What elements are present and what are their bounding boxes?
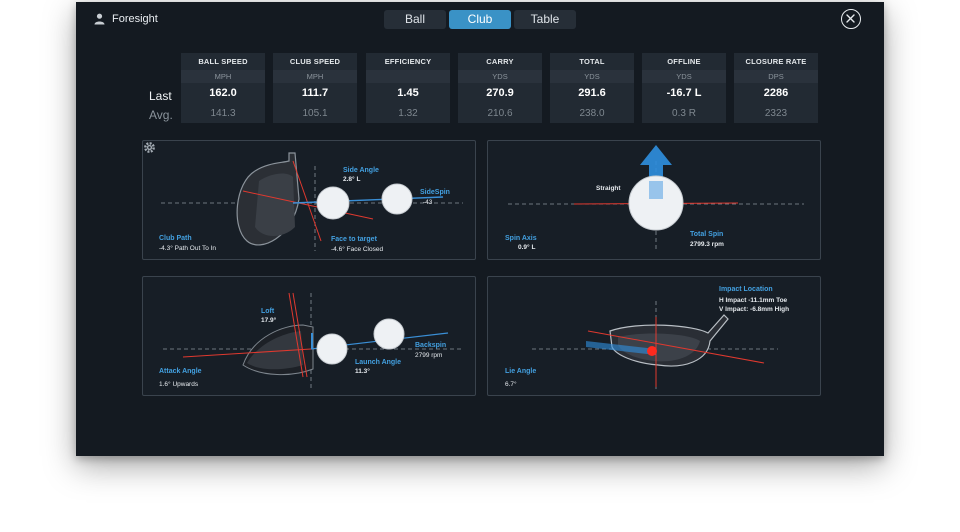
metric-unit: YDS	[550, 70, 634, 83]
club-path-value: -4.3° Path Out To In	[159, 245, 217, 252]
attack-angle-value: 1.6° Upwards	[159, 381, 199, 388]
metric-unit: YDS	[458, 70, 542, 83]
brand: Foresight	[94, 13, 158, 25]
total-spin-value: 2799.3 rpm	[690, 241, 724, 248]
row-label-avg: Avg.	[149, 108, 173, 122]
v-impact-value: V Impact: -6.8mm High	[719, 306, 790, 313]
metric-avg-value: 105.1	[302, 108, 328, 119]
attack-angle-label: Attack Angle	[159, 368, 202, 375]
metric-name: BALL SPEED	[198, 57, 248, 66]
app-window: Foresight Ball Club Table Last Avg. BALL…	[76, 2, 884, 456]
metric-last-value: -16.7 L	[666, 87, 702, 99]
backspin-value: 2799 rpm	[415, 352, 443, 359]
metric-efficiency: EFFICIENCY 1.45 1.32	[366, 53, 450, 123]
metric-name: EFFICIENCY	[384, 57, 432, 66]
launch-angle-label: Launch Angle	[355, 359, 402, 366]
tab-club[interactable]: Club	[449, 10, 511, 29]
spin-direction-arrow	[640, 145, 672, 199]
metric-name: TOTAL	[579, 57, 605, 66]
ball-icon	[316, 333, 348, 365]
sidespin-label: SideSpin	[420, 189, 450, 196]
loft-label: Loft	[261, 308, 275, 315]
metric-last-value: 270.9	[486, 87, 514, 99]
metric-last-value: 111.7	[301, 87, 329, 99]
metric-avg-value: 1.32	[398, 108, 418, 119]
metric-name: CLOSURE RATE	[745, 57, 807, 66]
tab-table[interactable]: Table	[514, 10, 576, 29]
view-tabs: Ball Club Table	[384, 10, 576, 29]
user-icon	[94, 13, 105, 25]
impact-graphic	[532, 301, 778, 389]
metric-closure-rate: CLOSURE RATE DPS 2286 2323	[734, 53, 818, 123]
metric-last-value: 291.6	[578, 87, 606, 99]
lie-angle-value: 6.7°	[505, 381, 517, 388]
metric-carry: CARRY YDS 270.9 210.6	[458, 53, 542, 123]
impact-dot	[647, 346, 657, 356]
launch-angle-value: 11.3°	[355, 368, 370, 375]
metric-name: CLUB SPEED	[289, 57, 341, 66]
panel-club-path: Side Angle 2.8° L SideSpin -43 Club Path…	[142, 140, 476, 260]
launch-graphic	[163, 292, 461, 389]
club-path-label: Club Path	[159, 235, 192, 242]
backspin-label: Backspin	[415, 342, 447, 349]
metric-ball-speed: BALL SPEED MPH 162.0 141.3	[181, 53, 265, 123]
metric-name: OFFLINE	[667, 57, 701, 66]
side-angle-value: 2.8° L	[343, 176, 361, 183]
impact-location-label: Impact Location	[719, 286, 773, 293]
brand-name: Foresight	[112, 13, 158, 25]
close-button[interactable]	[841, 9, 861, 29]
metric-avg-value: 0.3 R	[672, 108, 696, 119]
metric-avg-value: 141.3	[210, 108, 236, 119]
loft-value: 17.9°	[261, 317, 277, 324]
metric-avg-value: 210.6	[487, 108, 513, 119]
panel-spin: Straight Spin Axis 0.9° L Total Spin 279…	[487, 140, 821, 260]
metric-last-value: 1.45	[397, 87, 419, 99]
face-to-target-label: Face to target	[331, 236, 377, 243]
side-angle-label: Side Angle	[343, 167, 379, 174]
metric-avg-value: 238.0	[579, 108, 605, 119]
ball-icon	[381, 183, 413, 215]
panel-launch: Loft 17.9° Backspin 2799 rpm Launch Angl…	[142, 276, 476, 396]
metric-unit: DPS	[734, 70, 818, 83]
metric-unit: YDS	[642, 70, 726, 83]
metric-name: CARRY	[486, 57, 514, 66]
metric-total: TOTAL YDS 291.6 238.0	[550, 53, 634, 123]
h-impact-value: H Impact -11.1mm Toe	[719, 297, 788, 304]
panel-impact-location: Impact Location H Impact -11.1mm Toe V I…	[487, 276, 821, 396]
ball-icon	[628, 175, 684, 231]
total-spin-label: Total Spin	[690, 231, 724, 238]
ball-icon	[316, 186, 350, 220]
row-label-last: Last	[149, 89, 172, 103]
straight-label: Straight	[596, 185, 621, 192]
metric-last-value: 2286	[763, 87, 789, 99]
metric-unit: MPH	[273, 70, 357, 83]
gear-icon[interactable]	[143, 141, 156, 154]
spin-axis-value: 0.9° L	[518, 244, 536, 251]
face-to-target-value: -4.6° Face Closed	[331, 246, 384, 253]
spin-axis-label: Spin Axis	[505, 235, 537, 242]
metric-club-speed: CLUB SPEED MPH 111.7 105.1	[273, 53, 357, 123]
metric-offline: OFFLINE YDS -16.7 L 0.3 R	[642, 53, 726, 123]
metric-unit	[366, 70, 450, 83]
tab-ball[interactable]: Ball	[384, 10, 446, 29]
close-icon	[846, 14, 855, 23]
ball-icon	[373, 318, 405, 350]
lie-angle-label: Lie Angle	[505, 368, 537, 375]
metric-unit: MPH	[181, 70, 265, 83]
sidespin-value: -43	[423, 199, 433, 206]
spin-graphic	[508, 145, 804, 251]
club-path-graphic	[161, 152, 463, 251]
metric-avg-value: 2323	[764, 108, 788, 119]
metric-last-value: 162.0	[209, 87, 237, 99]
